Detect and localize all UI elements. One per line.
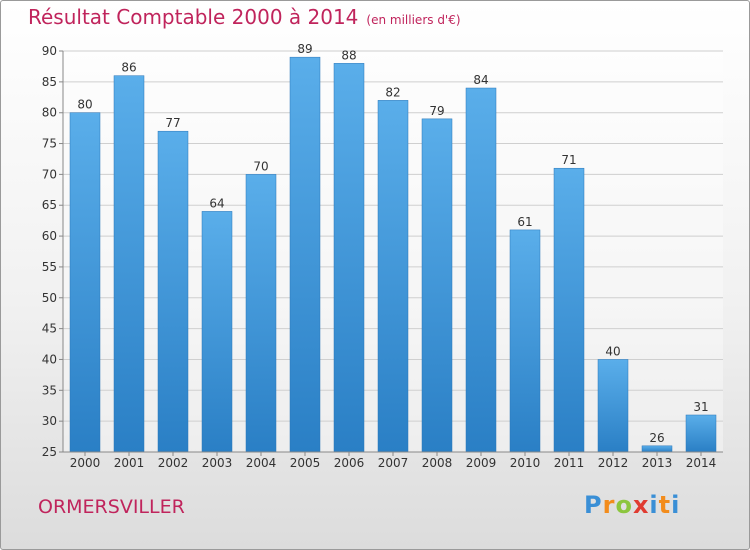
y-tick-label: 45 — [42, 322, 57, 336]
bar-2006 — [333, 63, 365, 453]
bar-2004 — [245, 174, 277, 453]
y-tick-label: 75 — [42, 137, 57, 151]
data-label-2009: 84 — [473, 73, 488, 87]
y-tick-label: 70 — [42, 167, 57, 181]
x-tick-label-2003: 2003 — [202, 456, 233, 470]
bar-2008 — [421, 118, 453, 453]
bar-2012 — [597, 359, 629, 453]
x-tick-label-2001: 2001 — [114, 456, 145, 470]
data-label-2007: 82 — [385, 85, 400, 99]
x-tick-label-2008: 2008 — [422, 456, 453, 470]
data-label-2003: 64 — [209, 196, 224, 210]
x-tick-label-2004: 2004 — [246, 456, 277, 470]
y-tick-label: 80 — [42, 106, 57, 120]
x-tick-label-2014: 2014 — [686, 456, 717, 470]
chart-header: Résultat Comptable 2000 à 2014 (en millie… — [28, 5, 461, 29]
y-tick-label: 85 — [42, 75, 57, 89]
y-tick-label: 65 — [42, 198, 57, 212]
y-tick-label: 90 — [42, 44, 57, 58]
x-tick-label-2010: 2010 — [510, 456, 541, 470]
x-tick-label-2011: 2011 — [554, 456, 585, 470]
y-tick-label: 35 — [42, 383, 57, 397]
y-tick-label: 55 — [42, 260, 57, 274]
data-label-2005: 89 — [297, 42, 312, 56]
bar-2010 — [509, 229, 541, 453]
data-label-2000: 80 — [77, 98, 92, 112]
chart-title: Résultat Comptable 2000 à 2014 — [28, 5, 359, 29]
y-tick-label: 25 — [42, 445, 57, 459]
x-tick-label-2006: 2006 — [334, 456, 365, 470]
bar-2002 — [157, 130, 189, 453]
y-tick-label: 40 — [42, 352, 57, 366]
x-tick-label-2005: 2005 — [290, 456, 321, 470]
y-tick-label: 50 — [42, 291, 57, 305]
data-label-2001: 86 — [121, 61, 136, 75]
data-label-2008: 79 — [429, 104, 444, 118]
data-label-2013: 26 — [649, 431, 664, 445]
y-tick-label: 60 — [42, 229, 57, 243]
x-tick-label-2007: 2007 — [378, 456, 409, 470]
x-tick-label-2000: 2000 — [70, 456, 101, 470]
data-label-2014: 31 — [693, 400, 708, 414]
bar-2011 — [553, 167, 585, 453]
bar-2001 — [113, 75, 145, 453]
bar-2003 — [201, 211, 233, 453]
bar-2013 — [641, 445, 673, 453]
x-tick-label-2002: 2002 — [158, 456, 189, 470]
commune-name: ORMERSVILLER — [38, 496, 185, 518]
bar-2005 — [289, 56, 321, 453]
bar-2014 — [685, 414, 717, 453]
data-label-2010: 61 — [517, 215, 532, 229]
data-label-2006: 88 — [341, 48, 356, 62]
y-tick-label: 30 — [42, 414, 57, 428]
data-label-2002: 77 — [165, 116, 180, 130]
x-tick-label-2012: 2012 — [598, 456, 629, 470]
x-tick-label-2013: 2013 — [642, 456, 673, 470]
bar-2007 — [377, 100, 409, 453]
data-label-2011: 71 — [561, 153, 576, 167]
x-tick-label-2009: 2009 — [466, 456, 497, 470]
data-label-2004: 70 — [253, 159, 268, 173]
bar-2009 — [465, 87, 497, 453]
bar-2000 — [69, 112, 101, 453]
data-label-2012: 40 — [605, 344, 620, 358]
proxiti-logo: Proxiti — [584, 491, 681, 519]
chart-subtitle: (en milliers d'€) — [366, 13, 461, 27]
